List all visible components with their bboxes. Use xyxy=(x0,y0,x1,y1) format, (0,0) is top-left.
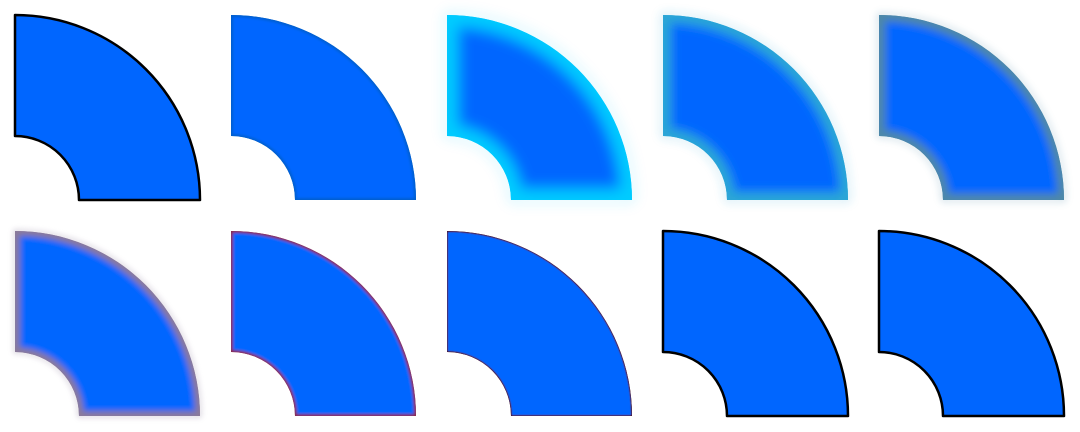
sector-fill xyxy=(231,15,416,200)
sector-fill xyxy=(15,231,200,416)
sector-swatch-r1-c5 xyxy=(878,13,1066,201)
sector-fill xyxy=(231,231,416,416)
sector-swatch-r2-c3 xyxy=(447,231,632,416)
sector-swatch-r1-c3 xyxy=(446,13,634,201)
sector-swatch-r2-c4 xyxy=(661,229,850,418)
sector-swatch-r1-c1 xyxy=(13,13,202,202)
sector-fill xyxy=(447,231,632,416)
sector-swatch-r2-c5 xyxy=(877,229,1066,418)
sector-fill xyxy=(13,13,202,202)
sector-fill xyxy=(661,229,850,418)
sector-fill xyxy=(879,15,1064,200)
sector-swatch-r1-c4 xyxy=(662,13,850,201)
sector-fill xyxy=(447,15,632,200)
sector-swatch-r2-c1 xyxy=(14,229,202,417)
sector-swatch-r1-c2 xyxy=(231,15,416,200)
sector-fill xyxy=(877,229,1066,418)
sector-swatch-r2-c2 xyxy=(231,231,416,416)
sector-fill xyxy=(663,15,848,200)
